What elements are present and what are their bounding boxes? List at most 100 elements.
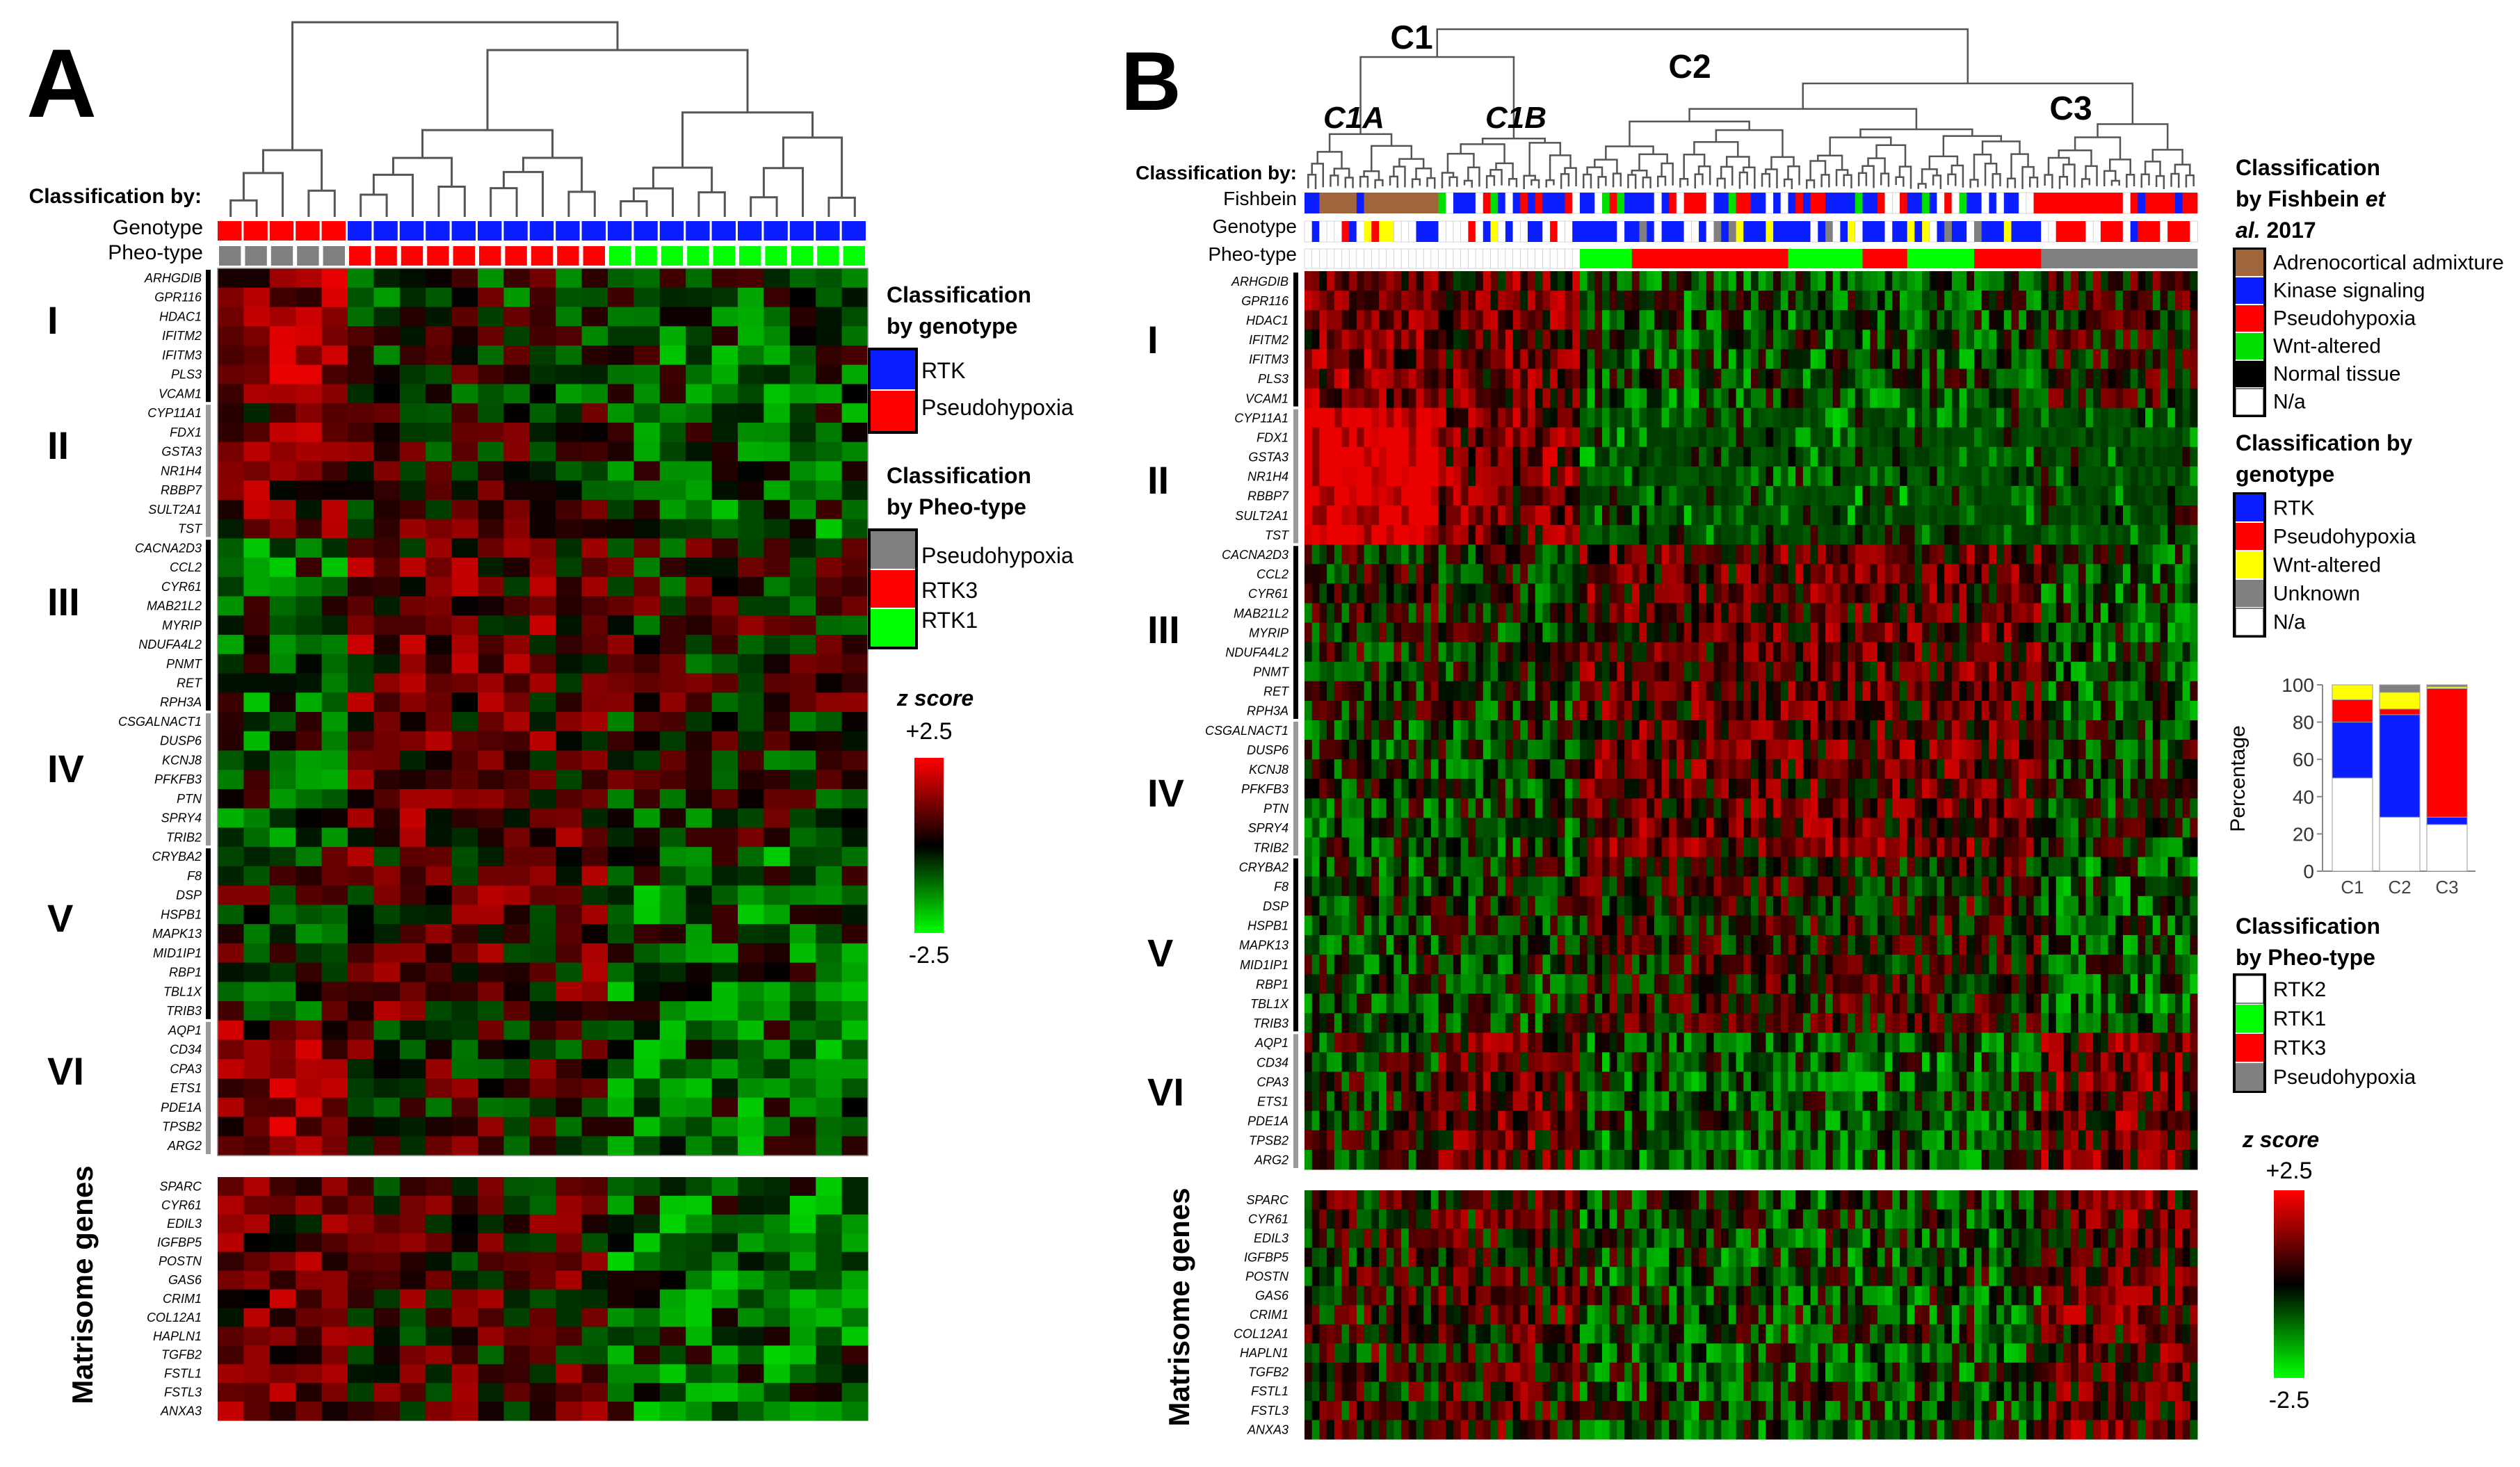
heatmap-cell (269, 673, 296, 693)
heatmap-cell (321, 345, 348, 366)
heatmap-cell (1505, 291, 1514, 311)
heatmap-cell (1669, 583, 1677, 603)
heatmap-cell (1512, 681, 1521, 702)
heatmap-cell (1795, 427, 1804, 448)
heatmap-cell (1490, 349, 1499, 369)
gene-label: GSTA3 (161, 445, 202, 459)
heatmap-cell (1884, 505, 1893, 526)
genotype-cell (2138, 221, 2146, 242)
heatmap-cell (503, 1270, 531, 1290)
heatmap-cell (1631, 446, 1640, 467)
heatmap-cell (764, 943, 791, 964)
heatmap-cell (1810, 583, 1818, 603)
heatmap-cell (269, 731, 296, 752)
heatmap-cell (1349, 700, 1357, 721)
heatmap-cell (1468, 700, 1476, 721)
heatmap-cell (321, 1177, 348, 1197)
heatmap-cell (1528, 368, 1536, 389)
heatmap-cell (1818, 583, 1826, 603)
heatmap-cell (2019, 700, 2027, 721)
heatmap-cell (1884, 427, 1893, 448)
heatmap-cell (296, 441, 323, 462)
heatmap-cell (1855, 603, 1863, 624)
heatmap-cell (1862, 446, 1871, 467)
heatmap-cell (659, 519, 686, 539)
heatmap-cell (1802, 485, 1811, 506)
heatmap-cell (2152, 661, 2160, 682)
heatmap-cell (1728, 661, 1737, 682)
heatmap-cell (426, 307, 453, 327)
pheotype-cell (1996, 249, 2005, 268)
heatmap-cell (2063, 603, 2071, 624)
heatmap-cell (686, 654, 713, 674)
heatmap-cell (1862, 388, 1871, 409)
heatmap-cell (1631, 505, 1640, 526)
heatmap-cell (1788, 349, 1796, 369)
heatmap-cell (373, 1402, 401, 1421)
heatmap-cell (1386, 622, 1394, 643)
heatmap-cell (789, 538, 816, 558)
heatmap-cell (1677, 661, 1685, 682)
heatmap-cell (633, 1270, 661, 1290)
heatmap-cell (1401, 310, 1410, 330)
heatmap-cell (1996, 349, 2005, 369)
heatmap-cell (738, 1078, 764, 1099)
heatmap-cell (426, 326, 453, 346)
heatmap-cell (1766, 661, 1774, 682)
heatmap-cell (296, 461, 323, 481)
heatmap-cell (321, 1001, 348, 1021)
heatmap-cell (556, 982, 583, 1002)
heatmap-cell (1825, 368, 1834, 389)
heatmap-cell (581, 1078, 608, 1099)
heatmap-cell (1460, 505, 1469, 526)
heatmap-cell (296, 1233, 323, 1253)
heatmap-cell (1379, 603, 1387, 624)
heatmap-cell (581, 827, 608, 848)
heatmap-cell (1870, 485, 1878, 506)
heatmap-cell (1848, 349, 1856, 369)
heatmap-cell (1594, 642, 1603, 663)
heatmap-cell (1825, 271, 1834, 291)
heatmap-cell (1884, 485, 1893, 506)
heatmap-cell (1870, 564, 1878, 584)
heatmap-cell (1802, 544, 1811, 565)
heatmap-cell (1900, 700, 1908, 721)
heatmap-cell (1430, 310, 1439, 330)
heatmap-cell (2011, 407, 2019, 428)
heatmap-cell (1386, 427, 1394, 448)
heatmap-cell (686, 827, 713, 848)
heatmap-cell (1639, 661, 1647, 682)
heatmap-cell (608, 827, 634, 848)
heatmap-cell (269, 692, 296, 713)
pheotype-cell (1549, 248, 1558, 269)
heatmap-cell (1818, 407, 1826, 428)
heatmap-cell (764, 905, 791, 925)
heatmap-cell (1565, 681, 1573, 702)
genotype-cell (1609, 221, 1617, 242)
heatmap-cell (451, 558, 478, 578)
heatmap-cell (556, 307, 583, 327)
heatmap-cell (2033, 485, 2042, 506)
heatmap-cell (2093, 349, 2101, 369)
heatmap-cell (2108, 525, 2116, 545)
heatmap-cell (1594, 700, 1603, 721)
heatmap-cell (478, 847, 504, 867)
dendrogram-link (2144, 161, 2161, 177)
heatmap-cell (1460, 681, 1469, 702)
heatmap-cell (1818, 622, 1826, 643)
heatmap-cell (1966, 505, 1975, 526)
heatmap-cell (1438, 349, 1446, 369)
genotype-cell (1825, 221, 1834, 242)
heatmap-cell (764, 384, 791, 404)
heatmap-cell (1713, 427, 1722, 448)
pheotype-cell (1713, 249, 1722, 268)
heatmap-cell (1743, 700, 1752, 721)
heatmap-cell (2160, 642, 2168, 663)
dendrogram-link (2155, 175, 2165, 189)
heatmap-cell (2041, 525, 2049, 545)
heatmap-cell (659, 885, 686, 905)
heatmap-cell (1334, 310, 1342, 330)
heatmap-cell (738, 1214, 764, 1234)
heatmap-cell (1907, 583, 1915, 603)
heatmap-cell (1446, 368, 1454, 389)
